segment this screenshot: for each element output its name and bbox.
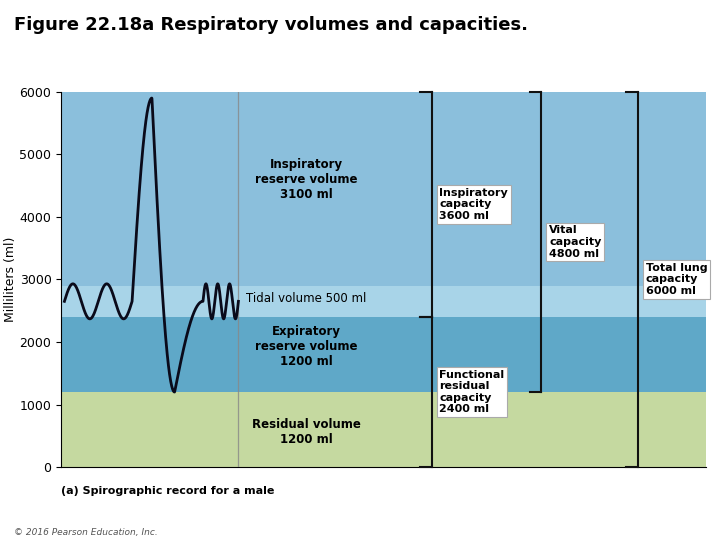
Text: Vital
capacity
4800 ml: Vital capacity 4800 ml <box>549 225 601 259</box>
Text: Inspiratory
capacity
3600 ml: Inspiratory capacity 3600 ml <box>439 188 508 221</box>
Bar <box>61 92 706 286</box>
Bar <box>61 392 706 467</box>
Y-axis label: Milliliters (ml): Milliliters (ml) <box>4 237 17 322</box>
Text: Figure 22.18a Respiratory volumes and capacities.: Figure 22.18a Respiratory volumes and ca… <box>14 16 528 34</box>
Text: (a) Spirographic record for a male: (a) Spirographic record for a male <box>61 486 274 496</box>
Text: Functional
residual
capacity
2400 ml: Functional residual capacity 2400 ml <box>439 370 505 414</box>
Text: Inspiratory
reserve volume
3100 ml: Inspiratory reserve volume 3100 ml <box>255 158 357 201</box>
Text: Tidal volume 500 ml: Tidal volume 500 ml <box>246 292 366 305</box>
Text: © 2016 Pearson Education, Inc.: © 2016 Pearson Education, Inc. <box>14 528 158 537</box>
Bar <box>61 317 706 392</box>
Bar <box>61 286 706 317</box>
Text: Residual volume
1200 ml: Residual volume 1200 ml <box>251 418 361 446</box>
Text: Expiratory
reserve volume
1200 ml: Expiratory reserve volume 1200 ml <box>255 325 357 368</box>
Text: Total lung
capacity
6000 ml: Total lung capacity 6000 ml <box>646 263 707 296</box>
